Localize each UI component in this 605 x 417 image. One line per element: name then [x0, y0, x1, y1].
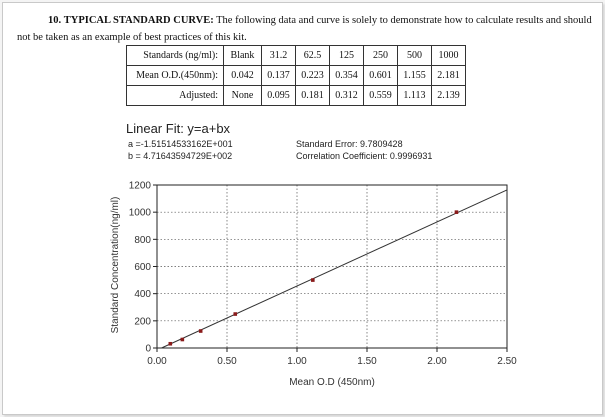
fit-coefficient-a: a =-1.51514533162E+001 — [128, 139, 233, 149]
data-point — [168, 341, 173, 346]
data-point — [454, 210, 459, 214]
section-title: TYPICAL STANDARD CURVE: — [63, 15, 214, 26]
table-cell: 2.139 — [431, 85, 466, 106]
x-tick-label: 2.00 — [427, 356, 447, 367]
y-tick-label: 0 — [145, 344, 151, 355]
y-tick-label: 400 — [134, 289, 151, 300]
data-point — [198, 329, 203, 333]
section-number: 10. — [48, 15, 62, 26]
chart-grid — [157, 185, 507, 348]
table-row: Adjusted: None 0.095 0.181 0.312 0.559 1… — [126, 85, 466, 106]
data-point — [180, 337, 185, 342]
data-point — [233, 312, 238, 316]
table-row: Standards (ng/ml): Blank 31.2 62.5 125 2… — [126, 45, 466, 66]
fit-line-path — [161, 189, 508, 349]
x-tick-label: 2.50 — [497, 356, 517, 367]
x-tick-label: 1.00 — [287, 356, 307, 367]
x-axis-label: Mean O.D (450nm) — [289, 377, 375, 388]
y-tick-label: 1000 — [129, 208, 152, 219]
fit-title: Linear Fit: y=a+bx — [126, 121, 231, 136]
x-tick-label: 0.50 — [217, 356, 237, 367]
fit-standard-error: Standard Error: 9.7809428 — [296, 139, 403, 149]
section-text: The following data and curve is solely t… — [17, 15, 592, 43]
standards-table: Standards (ng/ml): Blank 31.2 62.5 125 2… — [126, 45, 466, 106]
table-cell: 0.181 — [295, 85, 330, 106]
x-tick-label: 1.50 — [357, 356, 377, 367]
table-cell: 0.559 — [363, 85, 398, 106]
data-points — [168, 210, 459, 346]
table-cell: None — [223, 85, 262, 106]
fit-line — [161, 189, 508, 349]
y-tick-label: 1200 — [129, 181, 152, 192]
fit-coefficient-b: b = 4.71643594729E+002 — [128, 151, 233, 161]
table-row: Mean O.D.(450nm): 0.042 0.137 0.223 0.35… — [126, 65, 466, 86]
table-cell: 1000 — [431, 45, 466, 66]
y-axis-label: Standard Concentration(ng/ml) — [110, 197, 121, 334]
y-tick-label: 200 — [134, 316, 151, 327]
y-tick-label: 600 — [134, 262, 151, 273]
fit-correlation: Correlation Coefficient: 0.9996931 — [296, 151, 433, 161]
chart-ticks: 0.00 0.50 1.00 1.50 2.00 2.50 0 200 400 600 800 100… — [129, 181, 517, 368]
data-point — [311, 278, 315, 282]
section-heading: 10. TYPICAL STANDARD CURVE: The followin… — [17, 12, 597, 46]
table-row-header: Adjusted: — [126, 85, 224, 106]
x-tick-label: 0.00 — [147, 356, 167, 367]
y-tick-label: 800 — [134, 235, 151, 246]
